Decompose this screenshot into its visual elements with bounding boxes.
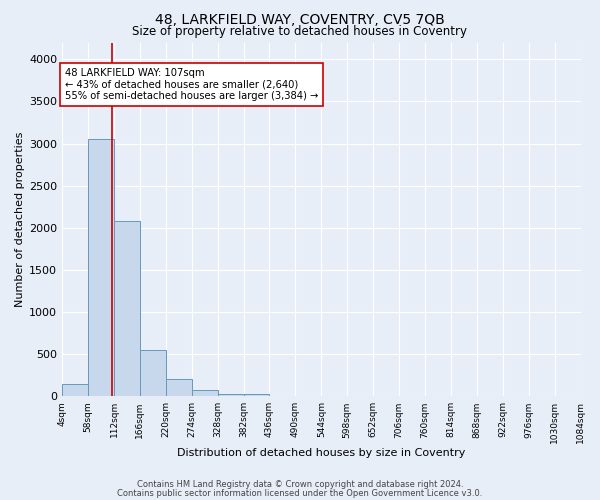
- Text: 48 LARKFIELD WAY: 107sqm
← 43% of detached houses are smaller (2,640)
55% of sem: 48 LARKFIELD WAY: 107sqm ← 43% of detach…: [65, 68, 318, 101]
- Bar: [244, 394, 269, 396]
- Bar: [114, 221, 140, 396]
- Text: Contains public sector information licensed under the Open Government Licence v3: Contains public sector information licen…: [118, 488, 482, 498]
- Text: Size of property relative to detached houses in Coventry: Size of property relative to detached ho…: [133, 25, 467, 38]
- Y-axis label: Number of detached properties: Number of detached properties: [15, 132, 25, 307]
- Bar: [62, 384, 88, 396]
- Text: 48, LARKFIELD WAY, COVENTRY, CV5 7QB: 48, LARKFIELD WAY, COVENTRY, CV5 7QB: [155, 12, 445, 26]
- Bar: [88, 140, 114, 396]
- Bar: [140, 350, 166, 397]
- Bar: [218, 394, 244, 396]
- Text: Contains HM Land Registry data © Crown copyright and database right 2024.: Contains HM Land Registry data © Crown c…: [137, 480, 463, 489]
- Bar: [192, 390, 218, 396]
- X-axis label: Distribution of detached houses by size in Coventry: Distribution of detached houses by size …: [177, 448, 466, 458]
- Bar: [166, 378, 192, 396]
